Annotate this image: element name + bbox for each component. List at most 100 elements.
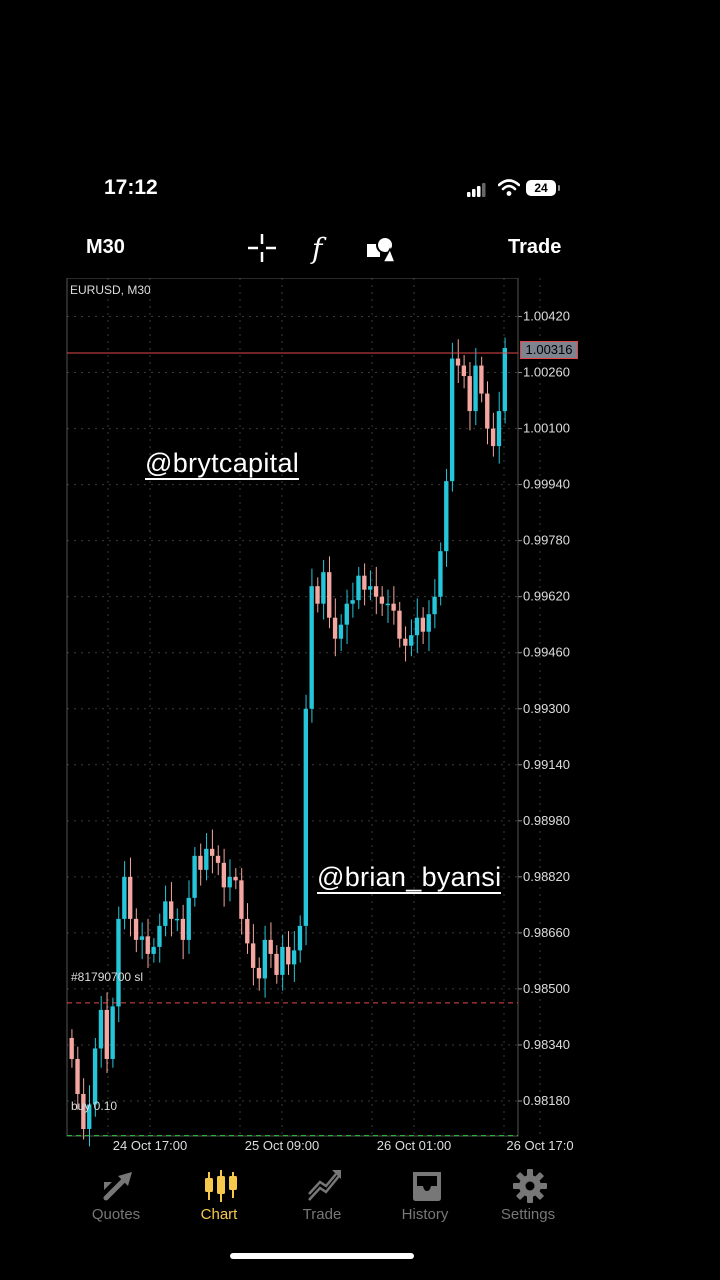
y-tick-label: 0.98660	[523, 925, 570, 940]
candle-body	[297, 925, 303, 951]
candle-body	[368, 586, 373, 590]
candle-body	[397, 610, 402, 639]
candle-body	[92, 1048, 98, 1105]
candle-body	[233, 876, 238, 881]
candle-body	[315, 586, 320, 604]
candle-body	[151, 946, 156, 954]
candle-body	[245, 918, 250, 944]
bottom-tab-bar: Quotes Chart Trade History	[62, 1158, 580, 1228]
svg-text:f: f	[310, 232, 327, 264]
candle-body	[344, 603, 349, 625]
current-price-tag: 1.00316	[520, 341, 578, 359]
tab-quotes[interactable]: Quotes	[64, 1158, 168, 1228]
candle-body	[221, 862, 227, 888]
y-tick-label: 0.98820	[523, 869, 570, 884]
candle-body	[502, 348, 507, 412]
objects-icon[interactable]	[364, 232, 396, 264]
candle-body	[110, 1006, 115, 1059]
candlestick-chart-icon	[205, 1170, 237, 1202]
tab-quotes-label: Quotes	[91, 1206, 141, 1223]
battery-tip	[558, 185, 560, 191]
y-tick-label: 0.99140	[523, 757, 570, 772]
timeframe-button[interactable]: M30	[86, 236, 125, 258]
candle-body	[391, 603, 396, 611]
candle-body	[385, 603, 390, 606]
candle-body	[122, 876, 127, 919]
candle-body	[69, 1037, 74, 1059]
candle-body	[250, 943, 256, 968]
candle-body	[104, 1009, 109, 1059]
candle-body	[379, 596, 385, 604]
candle-body	[309, 586, 314, 709]
candle-body	[420, 617, 426, 632]
y-tick-label: 0.98980	[523, 813, 570, 828]
candle-body	[449, 358, 455, 482]
home-indicator	[230, 1253, 414, 1259]
candle-body	[256, 967, 262, 979]
candle-body	[239, 880, 244, 919]
crosshair-icon[interactable]	[246, 232, 278, 264]
x-axis-ticks: 24 Oct 17:00 25 Oct 09:00 26 Oct 01:00 26 O…	[113, 1138, 574, 1153]
candle-body	[444, 481, 449, 552]
x-tick-label: 25 Oct 09:00	[245, 1138, 319, 1153]
candle-body	[426, 614, 431, 632]
candle-body	[215, 855, 221, 863]
battery-indicator: 24	[526, 180, 556, 196]
watermark-bottom: @brian_byansi	[317, 862, 502, 894]
open-order-label: buy 0.10	[71, 1099, 118, 1113]
candle-body	[133, 918, 139, 940]
wifi-icon	[498, 179, 520, 196]
stop-loss-label: #81790700 sl	[71, 970, 144, 984]
candle-body	[81, 1093, 86, 1129]
chart-toolbar: M30 f Trade	[0, 228, 720, 268]
y-tick-label: 0.99300	[523, 701, 570, 716]
candle-body	[473, 365, 478, 412]
candle-body	[485, 393, 490, 429]
tab-settings[interactable]: Settings	[476, 1158, 580, 1228]
quotes-arrows-icon	[103, 1172, 132, 1201]
candle-body	[180, 918, 186, 940]
symbol-label: EURUSD, M30	[70, 283, 151, 297]
candle-body	[174, 918, 180, 921]
tab-history[interactable]: History	[373, 1158, 477, 1228]
candle-body	[332, 617, 338, 639]
candle-body	[227, 876, 232, 888]
y-tick-label: 0.98180	[523, 1093, 570, 1108]
chart-area[interactable]: 1.00420 1.00260 1.00100 0.99940 0.99780 0.996…	[0, 278, 720, 1158]
status-bar: 17:12 24	[0, 0, 720, 220]
y-tick-label: 0.98340	[523, 1037, 570, 1052]
candle-body	[350, 600, 355, 604]
function-icon[interactable]: f	[304, 232, 336, 264]
tab-history-label: History	[401, 1206, 449, 1223]
y-tick-label: 1.00100	[523, 421, 570, 436]
candle-body	[490, 428, 496, 447]
status-icons: 24	[466, 178, 566, 200]
candle-body	[157, 925, 162, 947]
candle-body	[338, 624, 344, 639]
tab-chart-label: Chart	[200, 1206, 238, 1223]
tab-chart[interactable]: Chart	[167, 1158, 271, 1228]
y-axis-ticks: 1.00420 1.00260 1.00100 0.99940 0.99780 0.996…	[518, 309, 570, 1108]
candlestick-chart[interactable]: 1.00420 1.00260 1.00100 0.99940 0.99780 0.996…	[0, 278, 720, 1158]
x-tick-label: 26 Oct 17:0	[506, 1138, 573, 1153]
candle-body	[356, 575, 361, 601]
candle-body	[438, 551, 443, 597]
candle-body	[303, 708, 308, 926]
candle-body	[98, 1009, 104, 1049]
candle-body	[268, 939, 273, 954]
tab-trade-label: Trade	[302, 1206, 342, 1223]
candle-body	[362, 575, 367, 590]
x-tick-label: 24 Oct 17:00	[113, 1138, 187, 1153]
candle-body	[169, 901, 174, 919]
candle-body	[116, 918, 121, 1007]
candle-body	[198, 855, 203, 870]
candle-body	[262, 939, 268, 979]
candle-body	[163, 901, 168, 926]
tab-trade[interactable]: Trade	[270, 1158, 374, 1228]
candle-body	[327, 572, 332, 618]
candle-body	[139, 936, 145, 940]
candle-body	[286, 946, 291, 965]
level-lines	[67, 352, 518, 1137]
y-tick-label: 1.00420	[523, 309, 570, 324]
trade-button[interactable]: Trade	[508, 236, 562, 258]
